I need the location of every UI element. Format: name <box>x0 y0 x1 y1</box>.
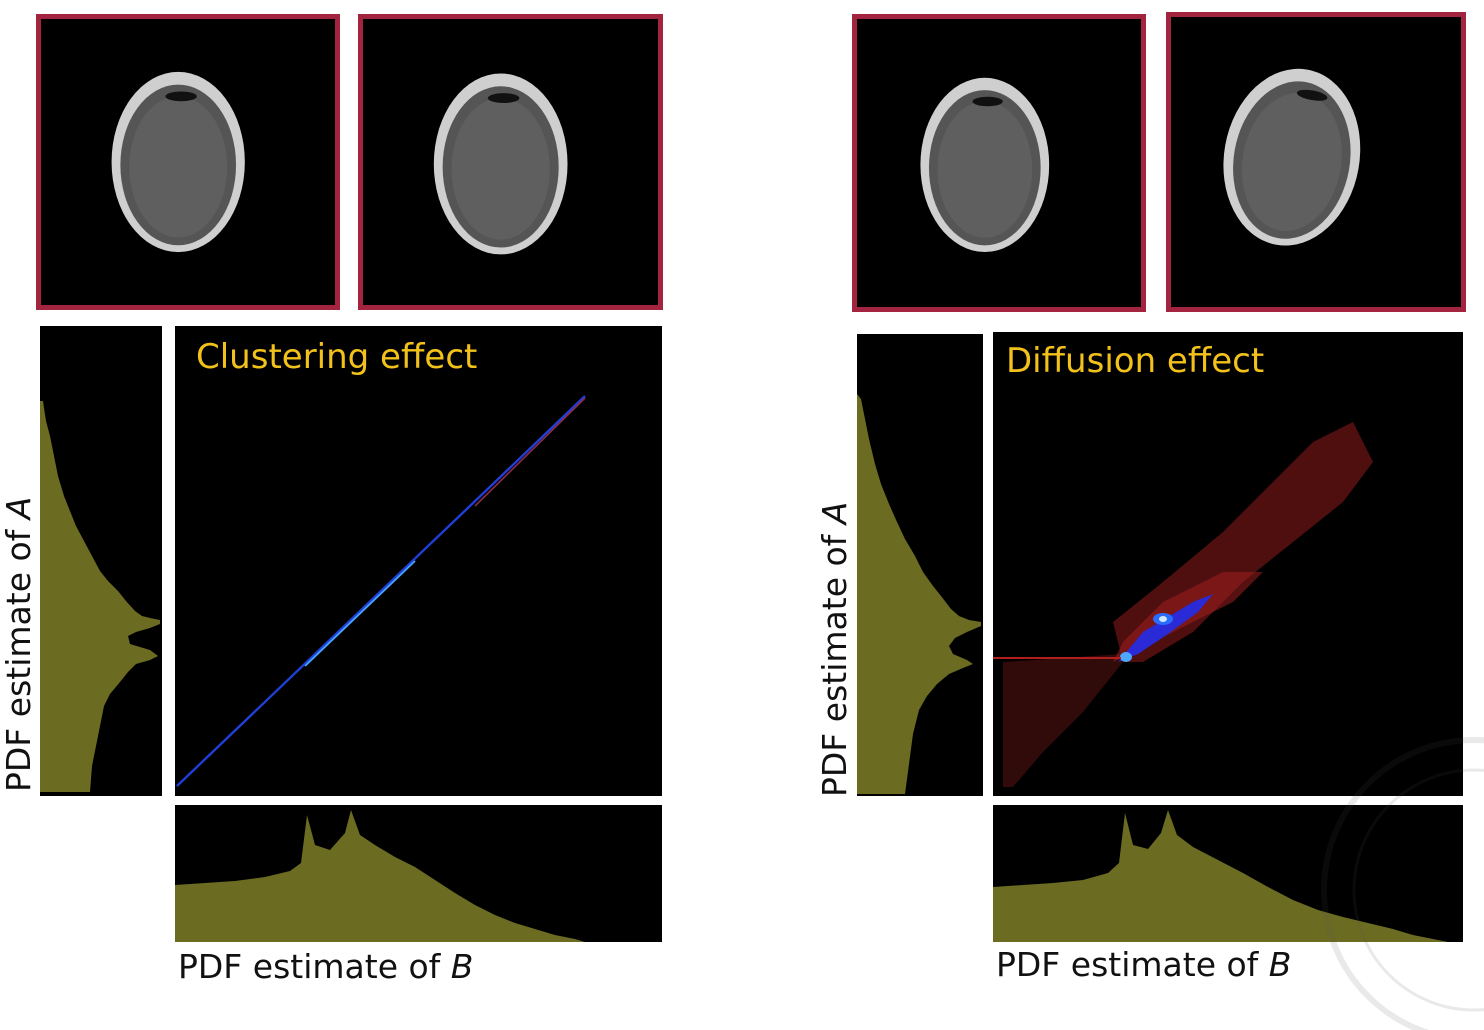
ylabel-left: PDF estimate of A <box>0 496 38 792</box>
joint-diagonal <box>176 395 586 787</box>
ct-slice <box>433 73 568 255</box>
joint-histogram-right <box>993 332 1463 796</box>
xlabel-left: PDF estimate of B <box>178 947 474 986</box>
ct-image-b-left <box>358 14 663 310</box>
watermark-seal <box>1321 737 1484 1030</box>
histogram-b-right <box>993 805 1463 942</box>
effect-title-left: Clustering effect <box>196 337 478 377</box>
effect-title-right: Diffusion effect <box>1006 341 1265 381</box>
joint-histogram-left <box>175 326 662 796</box>
ct-image-b-right <box>1166 12 1466 312</box>
ct-slice <box>111 71 245 253</box>
histogram-a-right <box>857 334 983 796</box>
histogram-fill <box>40 401 160 792</box>
histogram-fill <box>993 810 1448 942</box>
histogram-b-left <box>175 805 662 942</box>
ct-image-a-right <box>852 14 1146 312</box>
ylabel-right: PDF estimate of A <box>815 501 854 797</box>
xlabel-right: PDF estimate of B <box>996 945 1292 984</box>
histogram-a-left <box>40 326 162 796</box>
ct-slice <box>920 77 1050 252</box>
ct-image-a-left <box>36 14 340 310</box>
ct-slice <box>1223 68 1361 246</box>
histogram-fill <box>857 394 981 794</box>
histogram-fill <box>175 810 585 942</box>
